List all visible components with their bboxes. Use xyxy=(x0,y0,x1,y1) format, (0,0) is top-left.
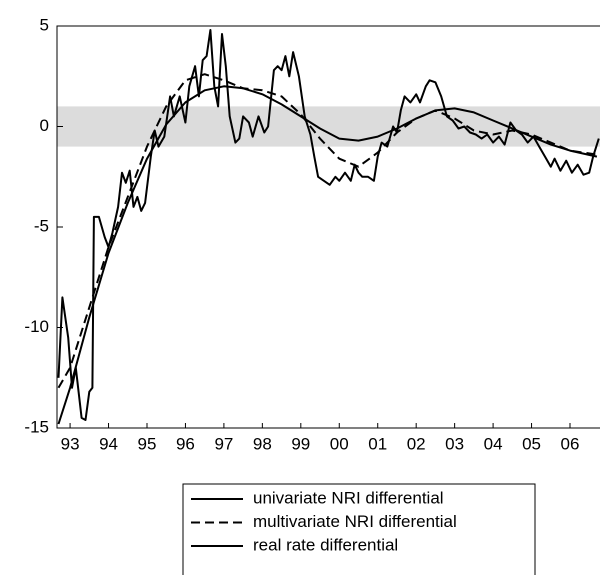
y-tick-label: -5 xyxy=(34,216,49,235)
x-tick-label: 94 xyxy=(99,434,118,453)
x-tick-label: 95 xyxy=(138,434,157,453)
x-tick-label: 93 xyxy=(61,434,80,453)
x-tick-label: 00 xyxy=(330,434,349,453)
y-tick-label: -15 xyxy=(24,417,49,436)
x-tick-label: 03 xyxy=(445,434,464,453)
series-line xyxy=(57,73,598,389)
x-tick-label: 96 xyxy=(176,434,195,453)
y-tick-label: -10 xyxy=(24,317,49,336)
plot-frame xyxy=(56,25,600,429)
x-tick-label: 05 xyxy=(522,434,541,453)
legend-label: real rate differential xyxy=(253,535,398,554)
legend-label: multivariate NRI differential xyxy=(253,512,457,531)
y-tick-label: 0 xyxy=(40,116,49,135)
y-tick-label: 5 xyxy=(40,15,49,34)
x-tick-label: 06 xyxy=(561,434,580,453)
x-tick-label: 04 xyxy=(484,434,503,453)
x-tick-label: 01 xyxy=(368,434,387,453)
x-tick-label: 02 xyxy=(407,434,426,453)
legend-label: univariate NRI differential xyxy=(253,488,444,507)
x-tick-label: 97 xyxy=(214,434,233,453)
shaded-band xyxy=(57,106,600,147)
series-line xyxy=(57,85,598,425)
series-line xyxy=(57,29,600,421)
x-tick-label: 99 xyxy=(291,434,310,453)
x-tick-label: 98 xyxy=(253,434,272,453)
